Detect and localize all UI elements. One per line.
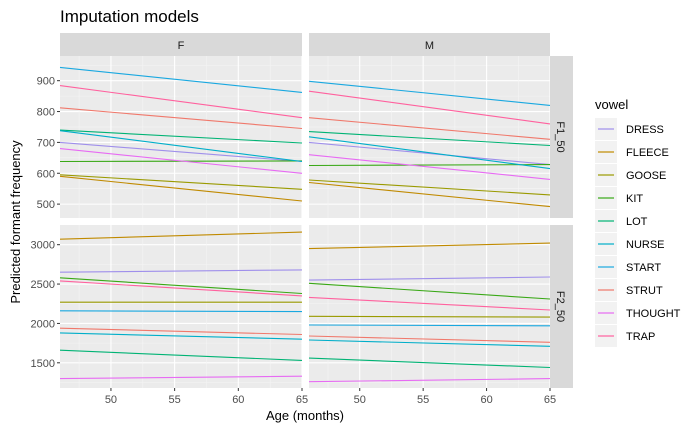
- y-tick-label: 900: [37, 76, 55, 88]
- series-line-kit-F-f2_50: [59, 277, 303, 295]
- series-line-fleece-F-f1_50: [59, 175, 303, 202]
- x-tick-label: 60: [480, 394, 492, 406]
- y-tick-label: 2500: [31, 279, 55, 291]
- y-tick-label: 700: [37, 137, 55, 149]
- x-tick-label: 50: [354, 394, 366, 406]
- series-line-nurse-M-f1_50: [308, 136, 551, 170]
- chart-title: Imputation models: [60, 7, 199, 26]
- legend-title: vowel: [595, 97, 628, 112]
- series-line-thought-F-f2_50: [59, 375, 303, 380]
- legend-label-kit: KIT: [626, 193, 643, 205]
- series-line-trap-F-f1_50: [59, 85, 303, 119]
- series-line-strut-M-f2_50: [308, 335, 551, 343]
- series-line-thought-M-f1_50: [308, 154, 551, 180]
- strip-label-F: F: [178, 40, 185, 52]
- series-line-lot-F-f1_50: [59, 129, 303, 144]
- strip-col-F: [60, 33, 302, 56]
- series-line-lot-F-f2_50: [59, 349, 303, 361]
- panel-bg-F-F2_50: [60, 225, 302, 388]
- strip-label-F1_50: F1_50: [554, 121, 566, 152]
- legend-label-fleece: FLEECE: [626, 147, 669, 159]
- strip-label-F2_50: F2_50: [554, 291, 566, 322]
- series-line-trap-M-f2_50: [308, 296, 551, 311]
- series-line-start-F-f2_50: [59, 310, 303, 313]
- y-axis-title: Predicted formant frequency: [8, 140, 23, 304]
- legend-label-dress: DRESS: [626, 124, 664, 136]
- series-line-nurse-M-f2_50: [308, 339, 551, 347]
- y-tick-label: 3000: [31, 240, 55, 252]
- legend-label-nurse: NURSE: [626, 239, 665, 251]
- y-tick-label: 2000: [31, 318, 55, 330]
- series-line-fleece-F-f2_50: [59, 231, 303, 240]
- legend: DRESS FLEECE GOOSE KIT LOT NURSE START STRUT THO…: [595, 118, 681, 347]
- series-line-dress-M-f2_50: [308, 276, 551, 281]
- series-line-nurse-F-f1_50: [59, 130, 303, 163]
- series-line-strut-F-f1_50: [59, 107, 303, 130]
- series-line-trap-F-f2_50: [59, 280, 303, 297]
- x-tick-label: 65: [296, 394, 308, 406]
- strip-label-M: M: [425, 40, 434, 52]
- series-lines: [59, 66, 551, 383]
- series-line-strut-M-f1_50: [308, 117, 551, 140]
- series-line-goose-F-f1_50: [59, 174, 303, 190]
- x-tick-label: 55: [417, 394, 429, 406]
- series-line-lot-M-f1_50: [308, 131, 551, 147]
- series-line-nurse-F-f2_50: [59, 332, 303, 340]
- y-tick-label: 600: [37, 168, 55, 180]
- strip-col-M: [309, 33, 550, 56]
- legend-label-trap: TRAP: [626, 331, 655, 343]
- series-line-thought-F-f1_50: [59, 148, 303, 174]
- series-line-fleece-M-f1_50: [308, 181, 551, 208]
- series-line-trap-M-f1_50: [308, 90, 551, 125]
- strip-row-F2_50: [550, 225, 573, 388]
- y-tick-label: 1500: [31, 358, 55, 370]
- series-line-dress-F-f2_50: [59, 269, 303, 273]
- y-tick-label: 500: [37, 199, 55, 211]
- chart-panels: [60, 56, 550, 388]
- series-line-goose-M-f2_50: [308, 315, 551, 318]
- legend-label-strut: STRUT: [626, 285, 663, 297]
- series-line-lot-M-f2_50: [308, 357, 551, 369]
- series-line-thought-M-f2_50: [308, 378, 551, 383]
- series-line-kit-M-f2_50: [308, 282, 551, 300]
- y-tick-label: 800: [37, 107, 55, 119]
- series-line-start-M-f1_50: [308, 80, 551, 106]
- strip-row-F1_50: [550, 56, 573, 218]
- x-tick-label: 60: [232, 394, 244, 406]
- series-line-fleece-M-f2_50: [308, 242, 551, 250]
- grid-lines: [60, 56, 551, 388]
- series-line-dress-M-f1_50: [308, 141, 551, 166]
- axis-ticks: 500 600 700 800 900 1500 2000 2500 3000 50 55 60 65 5…: [31, 76, 557, 406]
- legend-label-lot: LOT: [626, 216, 648, 228]
- legend-label-start: START: [626, 262, 661, 274]
- legend-label-thought: THOUGHT: [626, 308, 681, 320]
- series-line-goose-M-f1_50: [308, 179, 551, 196]
- x-tick-label: 55: [169, 394, 181, 406]
- legend-label-goose: GOOSE: [626, 170, 666, 182]
- panel-bg-M-F2_50: [309, 225, 550, 388]
- series-line-start-M-f2_50: [308, 324, 551, 327]
- x-tick-label: 50: [105, 394, 117, 406]
- x-axis-title: Age (months): [266, 408, 344, 423]
- series-line-strut-F-f2_50: [59, 327, 303, 336]
- panel-bg-M-F1_50: [309, 56, 550, 218]
- series-line-kit-M-f1_50: [308, 164, 551, 167]
- x-tick-label: 65: [544, 394, 556, 406]
- series-line-start-F-f1_50: [59, 66, 303, 93]
- series-line-dress-F-f1_50: [59, 141, 303, 163]
